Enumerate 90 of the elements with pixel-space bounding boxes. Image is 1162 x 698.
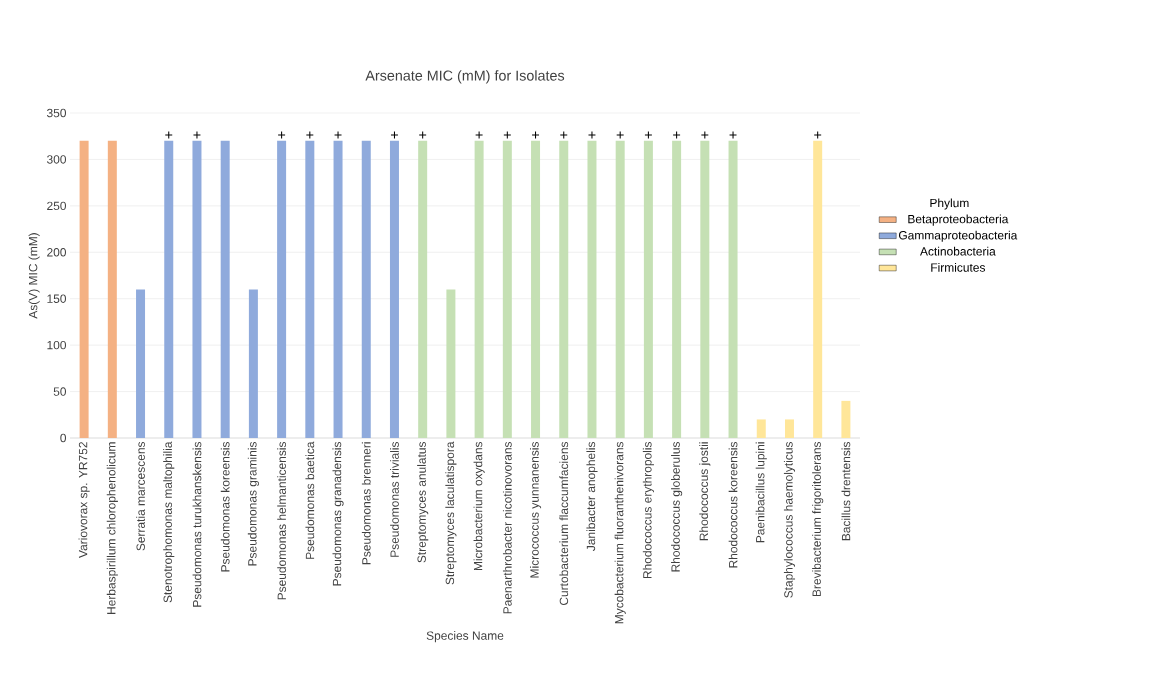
x-tick-label: Mycobacterium fluoranthenivorans <box>614 441 626 624</box>
y-axis-title: As(V) MIC (mM) <box>28 233 40 319</box>
annotation: + <box>165 131 173 139</box>
x-tick-label: Herbaspirillum chlorophenolicum <box>106 442 118 614</box>
y-tick-label: 0 <box>60 433 67 443</box>
y-tick-label: 100 <box>47 340 67 350</box>
legend-title: Phylum <box>930 198 969 210</box>
annotation: + <box>560 131 568 139</box>
legend-label: Betaproteobacteria <box>908 214 1009 226</box>
bar <box>164 140 174 438</box>
x-tick-label: Variovorax sp. YR752 <box>78 442 90 558</box>
bar <box>446 289 456 438</box>
bar <box>418 140 428 438</box>
x-tick-label: Streptomyces anulatus <box>417 441 429 563</box>
x-tick-label: Staphylococcus haemolyticus <box>783 441 796 598</box>
bar <box>615 140 625 438</box>
x-tick-label: Pseudomonas granadensis <box>332 441 344 586</box>
bar <box>841 400 851 438</box>
annotation: + <box>419 131 427 139</box>
annotation: + <box>306 131 314 139</box>
annotation: + <box>193 131 201 139</box>
x-tick-label: Rhodococcus erythropolis <box>642 441 654 579</box>
annotation: + <box>390 131 398 139</box>
bar <box>756 419 766 438</box>
bar <box>333 140 343 438</box>
bar <box>784 419 794 438</box>
annotation: + <box>729 131 737 139</box>
x-tick-label: Pseudomonas koreensis <box>220 441 230 572</box>
bar <box>248 289 258 438</box>
annotation: + <box>616 131 624 139</box>
x-axis-title: Species Name <box>426 631 504 643</box>
x-tick-label: Streptomyces laculatispora <box>445 441 457 585</box>
annotation: + <box>673 131 681 139</box>
bar <box>192 140 202 438</box>
x-tick-label: Rhodococcus koreensis <box>728 441 738 568</box>
y-tick-label: 150 <box>47 294 67 303</box>
annotation: + <box>532 131 540 139</box>
bar <box>220 140 230 438</box>
x-tick-label: Pseudomonas baetica <box>305 441 315 559</box>
annotation: + <box>701 131 709 139</box>
x-tick-label: Bacillus drentensis <box>841 441 851 541</box>
bar <box>728 140 738 438</box>
annotation: + <box>814 131 822 139</box>
x-tick-label: Rhodococcus jostii <box>699 442 711 541</box>
x-tick-label: Curtobacterium flaccumfaciens <box>559 441 569 606</box>
x-tick-label: Pseudomonas brenneri <box>361 442 371 565</box>
bar <box>502 140 512 438</box>
x-tick-label: Pseudomonas graminis <box>247 441 259 566</box>
annotation: + <box>334 131 342 139</box>
bar <box>277 140 287 438</box>
y-tick-label: 50 <box>53 387 67 396</box>
bar <box>107 140 117 438</box>
x-tick-label: Rhodococcus globerulus <box>671 441 683 572</box>
bar <box>700 140 710 438</box>
y-tick-label: 200 <box>47 248 67 257</box>
y-tick-label: 250 <box>47 201 67 211</box>
x-tick-label: Janibacter anophelis <box>586 441 598 551</box>
bar <box>672 140 682 438</box>
x-tick-label: Paenibacillus lupini <box>755 442 767 543</box>
bar <box>643 140 653 438</box>
bar <box>305 140 315 438</box>
bar <box>587 140 597 438</box>
bar <box>361 140 371 438</box>
annotation: + <box>503 131 511 139</box>
chart-title: Arsenate MIC (mM) for Isolates <box>365 70 565 84</box>
x-tick-label: Brevibacterium frigoritolerans <box>812 441 824 597</box>
annotation: + <box>588 131 596 139</box>
bar <box>79 140 89 438</box>
bar <box>474 140 484 438</box>
bar <box>136 289 146 438</box>
bar <box>531 140 541 438</box>
x-tick-label: Micrococcus yunnanensis <box>529 441 542 578</box>
bar <box>559 140 569 438</box>
annotation: + <box>644 131 652 139</box>
x-tick-label: Pseudomonas trivialis <box>390 441 399 557</box>
x-tick-label: Paenarthrobacter nicotinovorans <box>502 441 512 614</box>
x-tick-label: Serratia marcescens <box>136 441 145 551</box>
legend-label: Gammaproteobacteria <box>898 230 1018 242</box>
bar <box>813 140 823 438</box>
x-tick-label: Pseudomonas turukhanskensis <box>192 441 202 607</box>
bar <box>389 140 399 438</box>
x-tick-label: Stenotrophomonas maltophilia <box>163 441 175 603</box>
x-tick-label: Pseudomonas helmanticensis <box>277 441 286 600</box>
annotation: + <box>475 131 483 139</box>
y-tick-label: 350 <box>46 108 67 118</box>
y-tick-label: 300 <box>46 155 67 164</box>
x-tick-label: Microbacterium oxydans <box>473 441 485 571</box>
legend-label: Actinobacteria <box>920 246 996 256</box>
text: Firmicutes <box>931 262 985 272</box>
annotation: + <box>278 131 286 139</box>
